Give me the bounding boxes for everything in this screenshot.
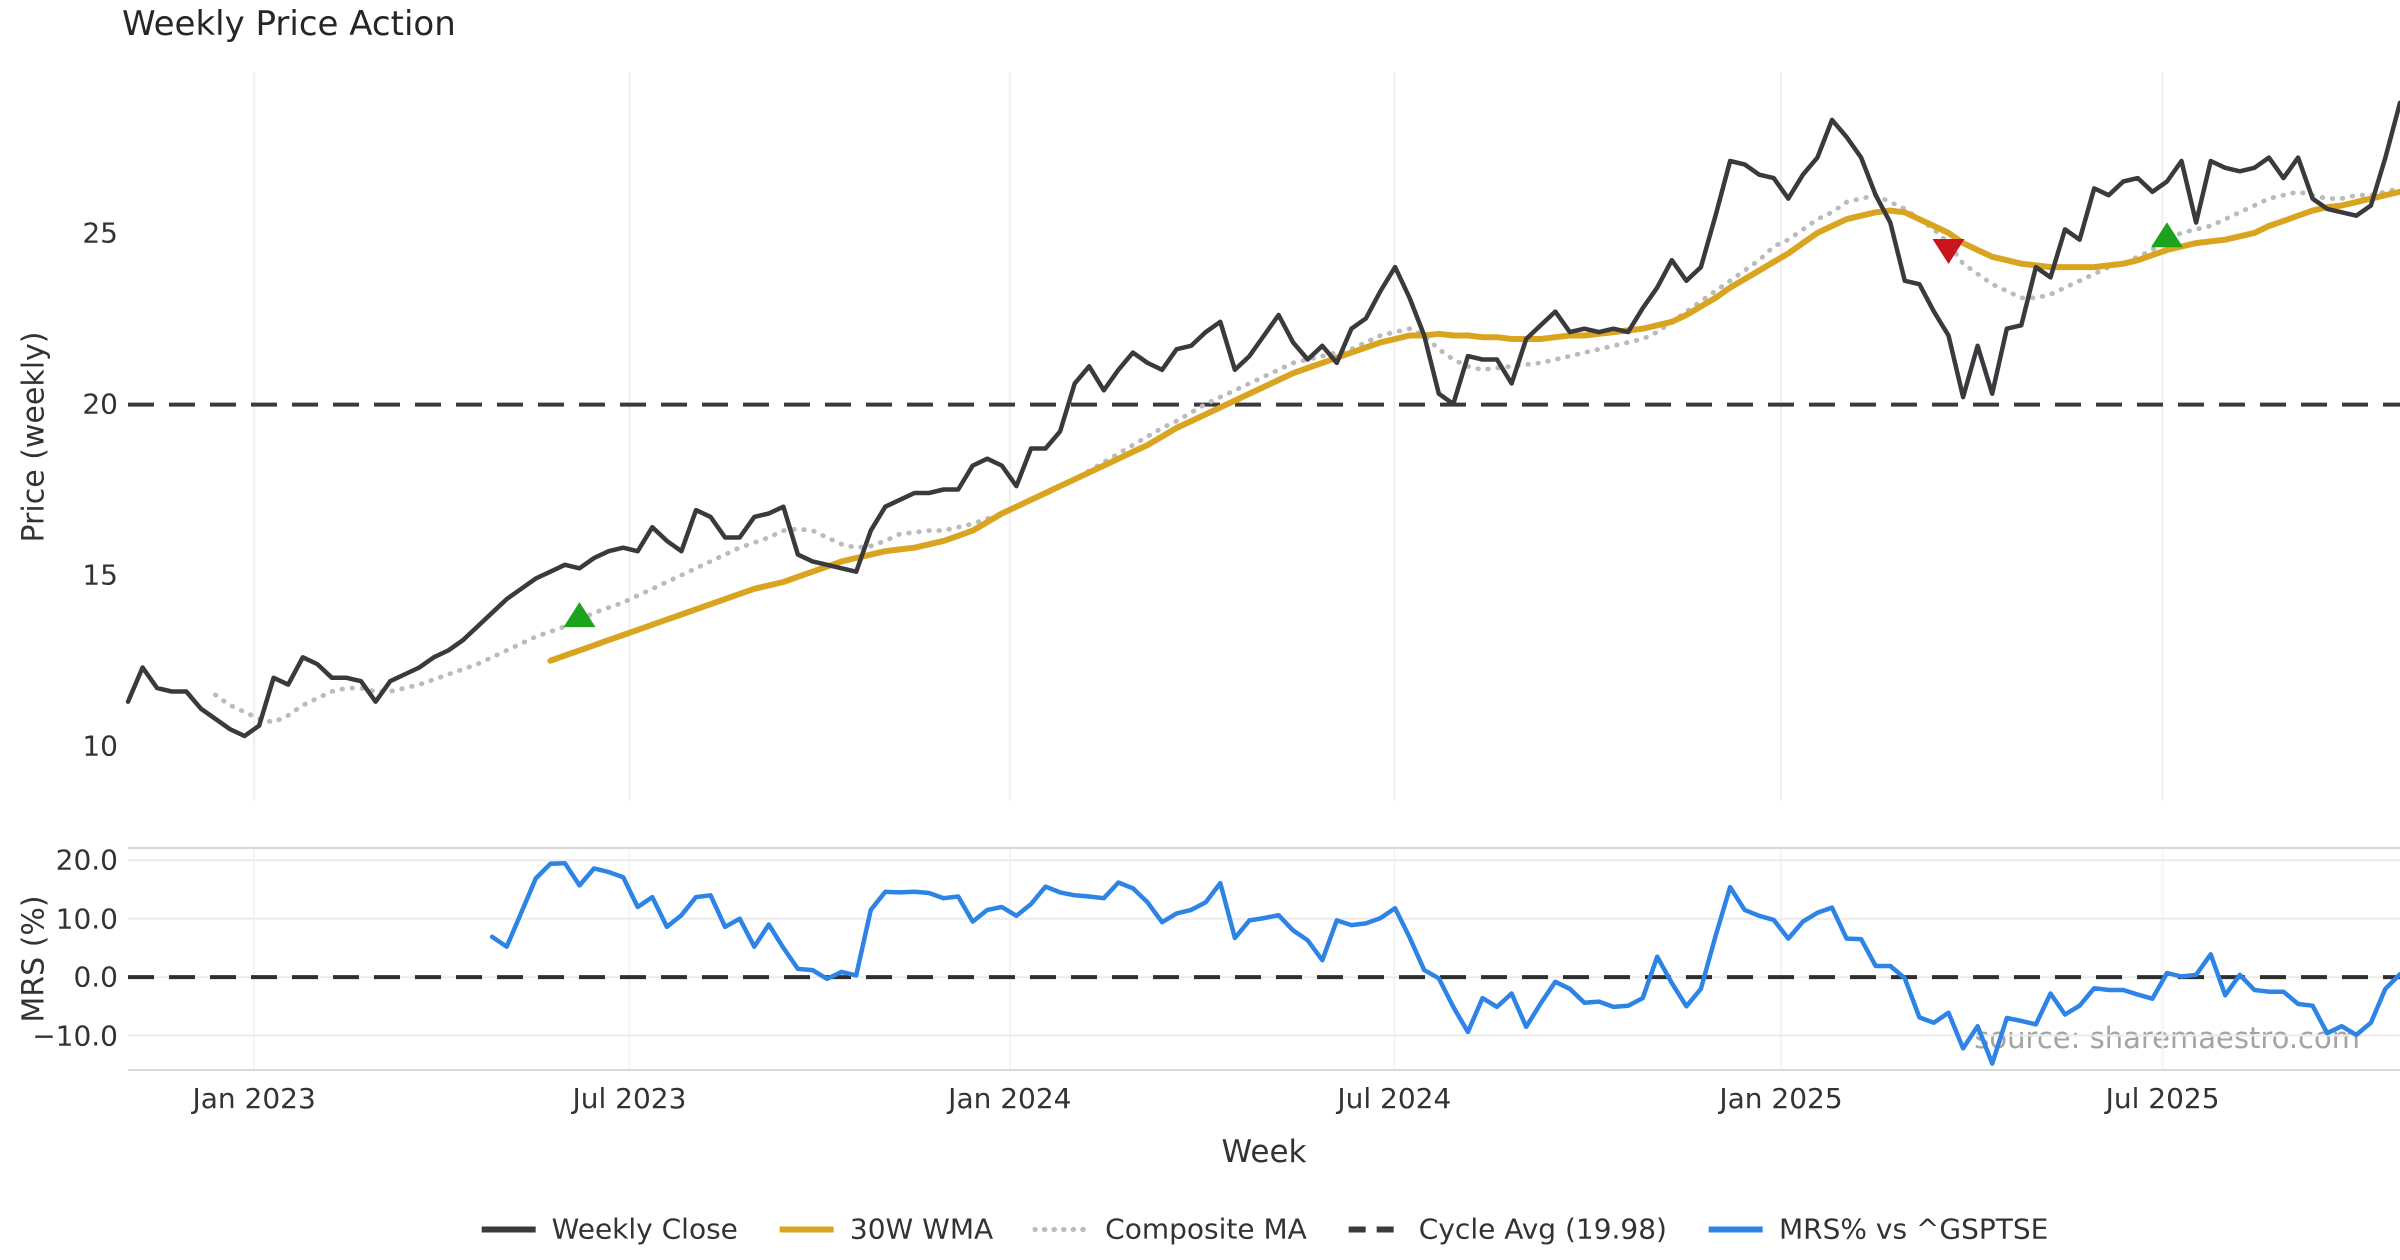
price-axis-label: Price (weekly) [16, 331, 52, 543]
chart-title: Weekly Price Action [122, 4, 456, 44]
legend-swatch-solid-icon [481, 1226, 536, 1232]
legend-item: 30W WMA [778, 1213, 993, 1246]
legend-swatch-dotted-icon [1033, 1226, 1092, 1232]
x-tick-label: Jul 2024 [1337, 1082, 1452, 1115]
mrs-ytick-label: 10.0 [55, 902, 118, 936]
mrs-axis-label: MRS (%) [16, 895, 52, 1023]
price-ytick-label: 20 [82, 387, 118, 421]
x-tick-label: Jul 2023 [572, 1082, 687, 1115]
x-tick-label: Jan 2024 [948, 1082, 1072, 1115]
legend-swatch-solid-icon [1708, 1226, 1763, 1232]
legend-item: Weekly Close [480, 1213, 738, 1246]
x-tick-label: Jan 2023 [192, 1082, 316, 1115]
legend-item: MRS% vs ^GSPTSE [1707, 1213, 2048, 1246]
buy-signal-marker-icon [2150, 222, 2183, 248]
x-tick-label: Jan 2025 [1719, 1082, 1843, 1115]
x-tick-label: Jul 2025 [2105, 1082, 2220, 1115]
price-ytick-label: 15 [82, 558, 118, 592]
price-ytick-label: 10 [82, 729, 118, 763]
legend-label: MRS% vs ^GSPTSE [1778, 1212, 2049, 1246]
mrs-ytick-label: 0.0 [73, 960, 118, 994]
x-axis-label: Week [1221, 1134, 1307, 1170]
legend-label: Composite MA [1105, 1212, 1307, 1246]
buy-signal-marker-icon [563, 602, 596, 628]
price-ytick-label: 25 [82, 216, 118, 250]
legend-label: Weekly Close [551, 1212, 738, 1246]
legend-label: Cycle Avg (19.98) [1418, 1212, 1667, 1246]
legend-item: Composite MA [1033, 1213, 1307, 1246]
legend-swatch-solid-icon [779, 1226, 834, 1232]
legend: Weekly Close 30W WMA Composite MA Cycle Avg… [480, 1213, 2048, 1246]
source-note: source: sharemaestro.com [1974, 1021, 2360, 1055]
mrs-ytick-label: −10.0 [32, 1019, 118, 1053]
legend-label: 30W WMA [849, 1212, 994, 1246]
legend-item: Cycle Avg (19.98) [1347, 1213, 1667, 1246]
legend-swatch-dashed-icon [1348, 1226, 1403, 1232]
sell-signal-marker-icon [1932, 238, 1965, 264]
mrs-ytick-label: 20.0 [55, 843, 118, 877]
